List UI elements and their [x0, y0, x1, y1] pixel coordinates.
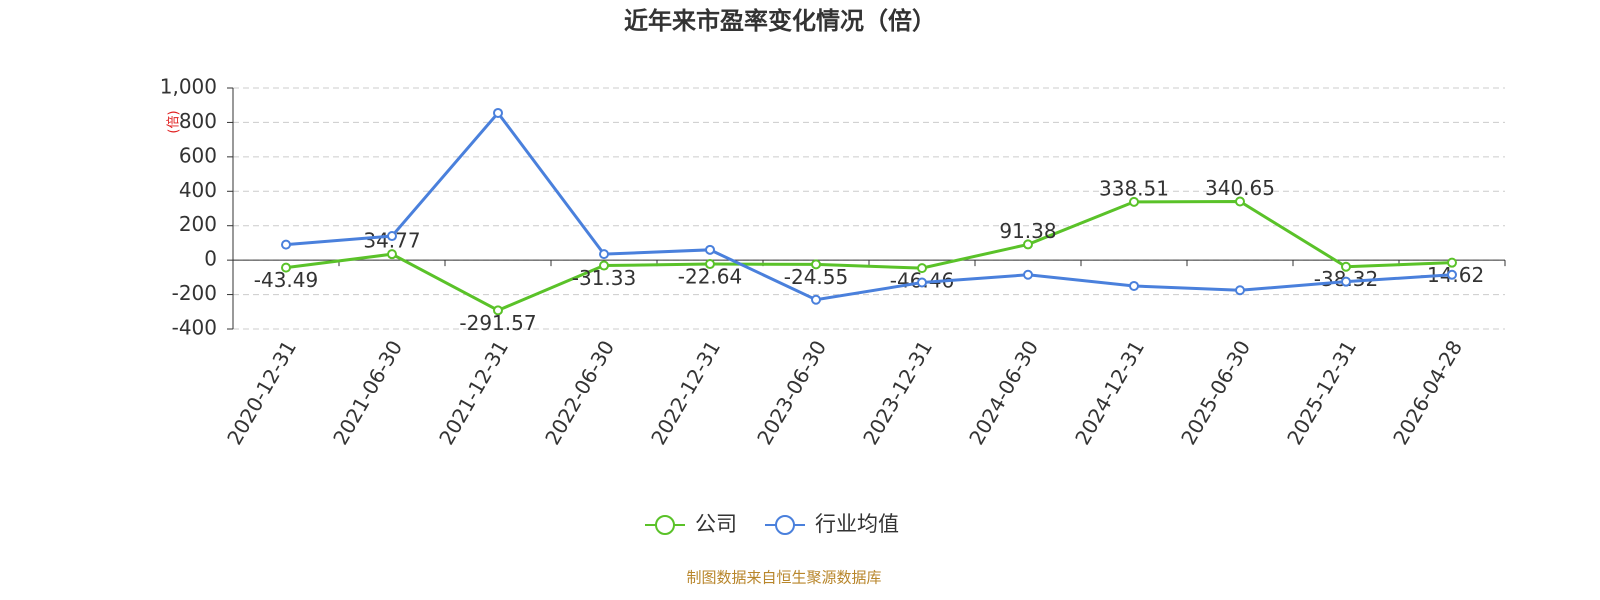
data-label: -291.57 [459, 311, 536, 335]
point [599, 249, 609, 260]
point [917, 263, 927, 274]
legend-label: 公司 [695, 512, 737, 536]
x-tick-label: 2021-06-30 [328, 336, 407, 449]
data-label: -43.49 [254, 268, 318, 292]
x-tick-label: 2024-06-30 [964, 336, 1043, 449]
point [705, 244, 715, 255]
point [493, 305, 503, 316]
y-tick-label: 800 [179, 109, 217, 133]
data-label: -22.64 [678, 265, 742, 289]
legend-label: 行业均值 [815, 512, 899, 536]
point [1235, 285, 1245, 296]
source-note: 制图数据来自恒生聚源数据库 [686, 569, 881, 587]
data-label: -31.33 [572, 266, 636, 290]
x-tick-label: 2022-06-30 [540, 336, 619, 449]
point [387, 249, 397, 260]
point [1447, 269, 1457, 280]
point [281, 239, 291, 250]
legend-marker [775, 515, 795, 535]
data-label: 338.51 [1099, 176, 1169, 200]
x-tick-label: 2023-06-30 [752, 336, 831, 449]
x-tick-label: 2025-06-30 [1176, 336, 1255, 449]
x-tick-label: 2023-12-31 [858, 336, 937, 449]
x-tick-label: 2024-12-31 [1070, 336, 1149, 449]
point [1447, 257, 1457, 268]
point [493, 107, 503, 118]
point [387, 231, 397, 242]
point [599, 260, 609, 271]
point [1235, 196, 1245, 207]
point [1023, 269, 1033, 280]
x-tick-label: 2020-12-31 [222, 336, 301, 449]
x-tick-label: 2026-04-28 [1388, 336, 1467, 449]
y-tick-label: 0 [204, 247, 217, 271]
legend-marker [655, 515, 675, 535]
point [1023, 239, 1033, 250]
y-tick-label: 1,000 [160, 75, 217, 99]
y-tick-label: -200 [172, 281, 217, 305]
data-label: 340.65 [1205, 176, 1275, 200]
chart-title: 近年来市盈率变化情况（倍） [624, 7, 936, 35]
x-tick-label: 2025-12-31 [1282, 336, 1361, 449]
point [1129, 196, 1139, 207]
y-tick-label: 600 [179, 143, 217, 167]
point [705, 259, 715, 270]
x-tick-label: 2022-12-31 [646, 336, 725, 449]
y-tick-label: 400 [179, 178, 217, 202]
series-line [285, 110, 1453, 302]
x-tick-label: 2021-12-31 [434, 336, 513, 449]
point [281, 262, 291, 273]
data-label: 91.38 [999, 219, 1056, 243]
point [1341, 276, 1351, 287]
point [917, 277, 927, 288]
point [811, 294, 821, 305]
point [1341, 261, 1351, 272]
data-label: -24.55 [784, 265, 848, 289]
point [811, 259, 821, 270]
y-tick-label: -400 [172, 316, 217, 340]
y-axis-label: (倍) [167, 110, 182, 133]
series-line [285, 200, 1453, 312]
point [1129, 280, 1139, 291]
y-tick-label: 200 [179, 212, 217, 236]
